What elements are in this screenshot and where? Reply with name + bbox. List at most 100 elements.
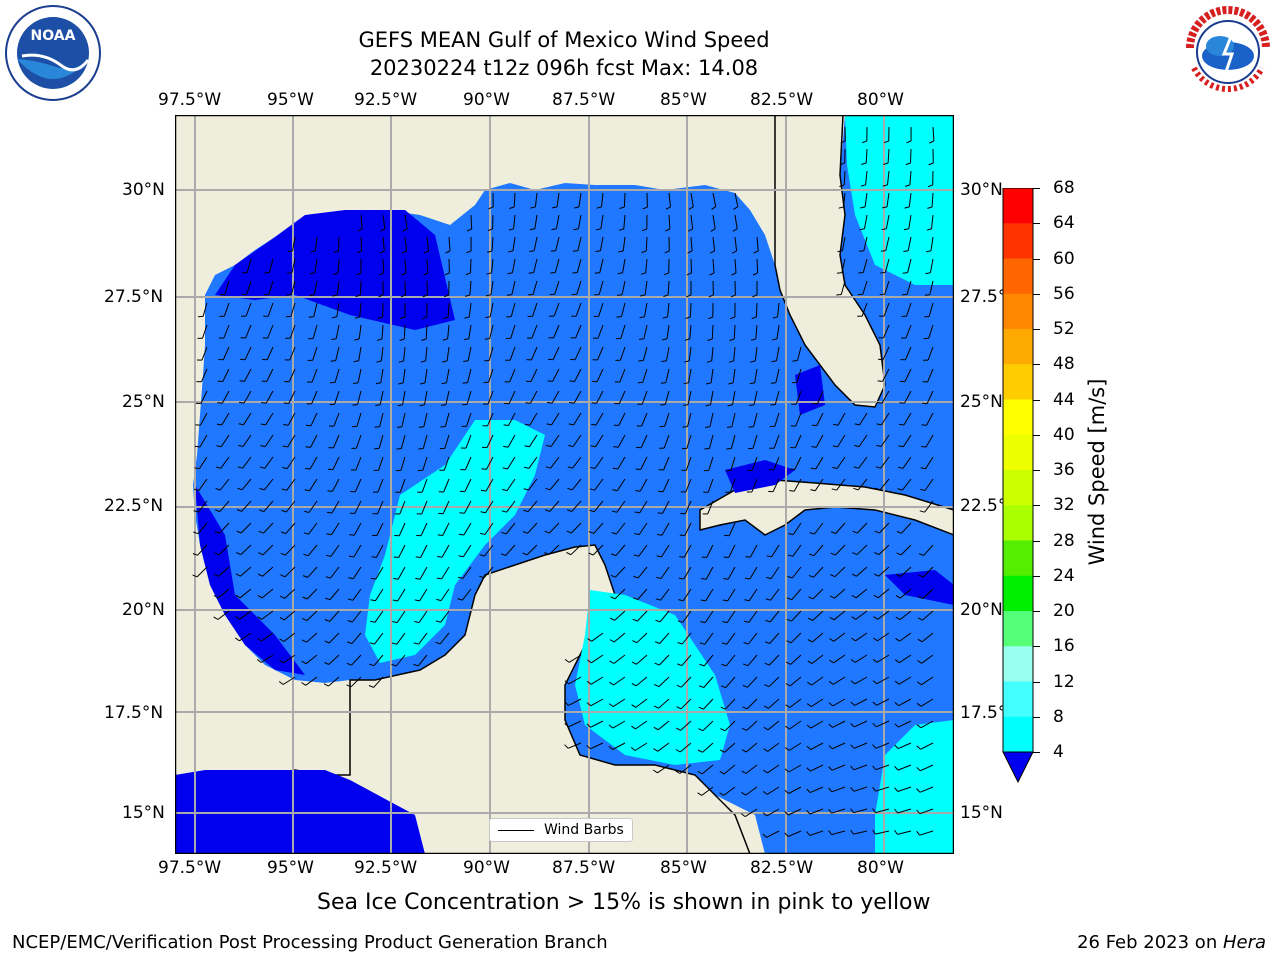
wind-barb bbox=[634, 742, 648, 751]
wind-barb-flag bbox=[399, 338, 405, 341]
wind-barb bbox=[618, 412, 626, 426]
footer-host: Hera bbox=[1222, 932, 1266, 953]
wind-barb bbox=[923, 544, 934, 556]
wind-barb-flag bbox=[852, 552, 858, 556]
wind-barb bbox=[883, 324, 890, 339]
wind-barb bbox=[488, 368, 494, 383]
wind-barb bbox=[285, 544, 296, 556]
wind-barb-flag bbox=[924, 294, 930, 296]
wind-barb bbox=[920, 764, 934, 772]
wind-barb bbox=[748, 610, 758, 623]
wind-barb-flag bbox=[327, 490, 333, 492]
wind-barb bbox=[929, 280, 934, 295]
wind-barb bbox=[834, 566, 846, 578]
wind-barb bbox=[645, 236, 648, 252]
wind-barb-flag bbox=[685, 316, 691, 319]
wind-barb bbox=[288, 368, 296, 383]
calm-region-cuba bbox=[725, 460, 795, 493]
wind-barb-flag bbox=[829, 659, 834, 664]
wind-barb bbox=[794, 434, 802, 449]
wind-barb-flag bbox=[683, 382, 689, 385]
wind-barb-flag bbox=[572, 272, 578, 274]
colorbar-tick-label: 68 bbox=[1053, 178, 1075, 198]
wind-barb bbox=[223, 324, 230, 339]
wind-barb bbox=[904, 368, 912, 382]
wind-barb bbox=[422, 434, 428, 449]
wind-barb bbox=[402, 390, 406, 405]
wind-barb bbox=[373, 654, 384, 667]
wind-barb bbox=[639, 500, 648, 514]
wind-barb bbox=[732, 368, 736, 383]
wind-barb bbox=[399, 500, 406, 515]
wind-barb bbox=[595, 434, 604, 448]
wind-barb bbox=[814, 478, 824, 491]
wind-barb bbox=[897, 808, 912, 814]
wind-barb bbox=[595, 412, 604, 426]
wind-barb bbox=[877, 632, 890, 642]
wind-barb-flag bbox=[568, 423, 574, 426]
wind-barb-flag bbox=[733, 206, 739, 210]
wind-barb bbox=[313, 280, 318, 295]
wind-barb bbox=[865, 170, 868, 185]
wind-barb bbox=[643, 324, 648, 339]
lon-tick-top-6: 82.5°W bbox=[750, 90, 814, 110]
wind-barb-flag bbox=[501, 531, 507, 535]
wind-barb bbox=[286, 456, 296, 469]
wind-barb bbox=[899, 632, 912, 642]
wind-barb bbox=[876, 720, 890, 728]
wind-barb-flag bbox=[591, 402, 597, 404]
colorbar-tick-mark bbox=[1033, 293, 1040, 295]
colorbar-tick-mark bbox=[1033, 434, 1040, 436]
wind-barb bbox=[440, 588, 450, 601]
wind-barb-flag bbox=[897, 466, 904, 469]
wind-barb-flag bbox=[744, 599, 750, 602]
wind-barb-flag bbox=[920, 488, 926, 491]
wind-barb bbox=[403, 324, 406, 340]
windy-region-yucatan bbox=[575, 590, 730, 765]
wind-barb-flag bbox=[722, 621, 728, 624]
wind-barb bbox=[531, 324, 538, 339]
wind-barb bbox=[682, 610, 692, 623]
wind-barb-flag bbox=[929, 140, 935, 144]
wind-barb-flag bbox=[742, 706, 748, 710]
wind-barb bbox=[222, 368, 230, 382]
wind-barb-flag bbox=[806, 831, 811, 836]
wind-barb-flag bbox=[719, 792, 725, 796]
wind-barb-flag bbox=[503, 445, 509, 448]
wind-barb bbox=[638, 522, 648, 535]
wind-barb-flag bbox=[324, 619, 330, 622]
wind-barb-flag bbox=[397, 426, 403, 428]
wind-barb-flag bbox=[807, 660, 813, 665]
wind-barb bbox=[856, 522, 868, 534]
wind-barb bbox=[642, 346, 648, 361]
wind-barb bbox=[748, 632, 758, 645]
wind-barb bbox=[777, 302, 780, 317]
colorbar-tick-mark bbox=[1033, 329, 1040, 330]
wind-barb-flag bbox=[608, 703, 614, 707]
wind-barb bbox=[831, 808, 846, 814]
wind-barb bbox=[882, 346, 890, 360]
wind-barb bbox=[446, 368, 450, 383]
wind-barb-flag bbox=[882, 184, 888, 187]
wind-barb bbox=[853, 764, 868, 771]
colorbar-tick-label: 44 bbox=[1053, 389, 1075, 410]
wind-barb bbox=[864, 192, 868, 207]
wind-barb bbox=[728, 544, 736, 558]
wind-barb bbox=[749, 566, 758, 580]
wind-barb bbox=[508, 390, 516, 404]
wind-barb bbox=[924, 500, 934, 513]
wind-barb bbox=[223, 302, 230, 317]
wind-barb-flag bbox=[459, 512, 465, 514]
wind-barb bbox=[246, 280, 252, 295]
wind-barb bbox=[483, 566, 494, 579]
wind-barb bbox=[240, 566, 252, 577]
wind-barb bbox=[621, 280, 626, 295]
wind-barb-flag bbox=[398, 382, 404, 385]
wind-barb bbox=[330, 522, 340, 536]
wind-barb bbox=[197, 544, 208, 556]
lon-tick-top-7: 80°W bbox=[857, 90, 904, 110]
wind-barb-flag bbox=[287, 272, 293, 274]
wind-barb-flag bbox=[586, 702, 592, 707]
lon-tick-bottom-1: 95°W bbox=[267, 858, 314, 878]
wind-barb-flag bbox=[898, 445, 904, 448]
